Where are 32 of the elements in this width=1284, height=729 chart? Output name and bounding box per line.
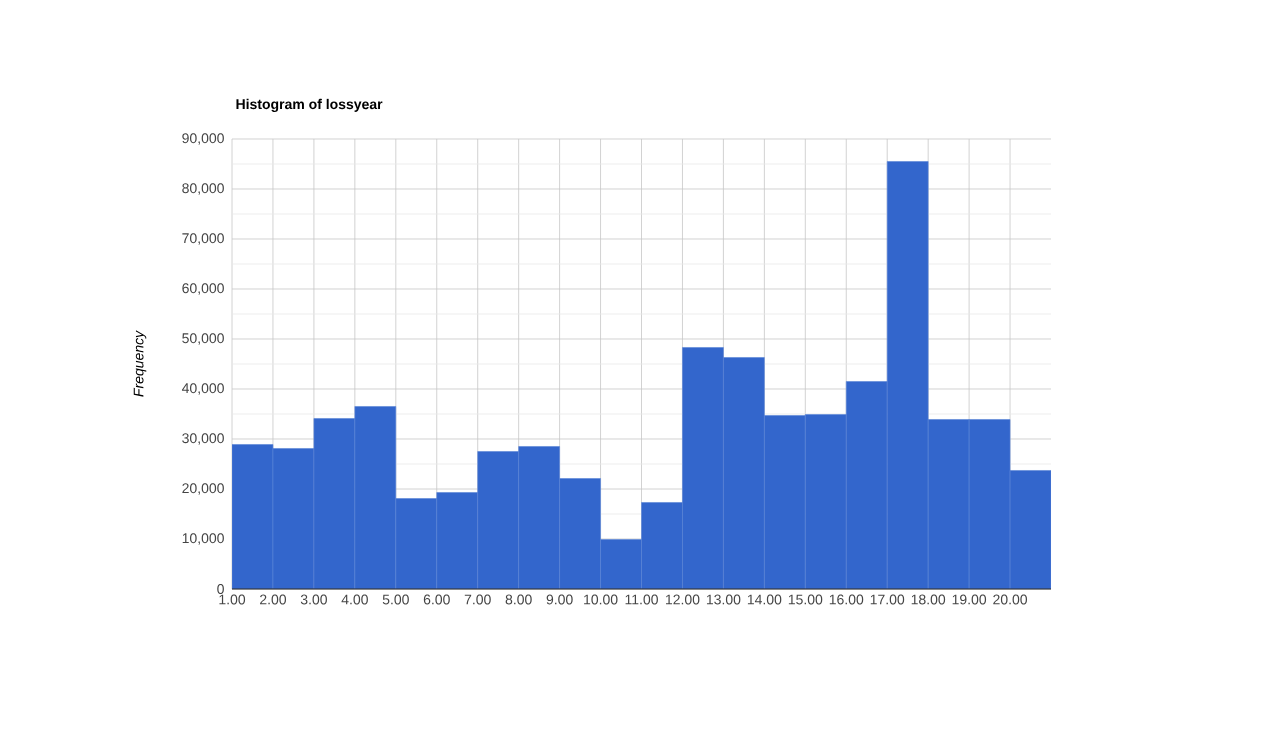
y-tick-label: 80,000 [182, 183, 224, 195]
x-tick-label: 6.00 [423, 594, 450, 605]
x-tick-label: 17.00 [870, 594, 905, 605]
x-tick-label: 3.00 [300, 594, 327, 605]
chart-title: Histogram of lossyear [236, 98, 383, 112]
x-tick-label: 1.00 [219, 594, 246, 605]
y-tick-label: 90,000 [182, 133, 224, 145]
x-tick-label: 16.00 [829, 594, 864, 605]
y-tick-label: 60,000 [182, 283, 224, 295]
x-tick-label: 10.00 [584, 594, 618, 605]
x-tick-label: 19.00 [952, 594, 987, 605]
x-tick-label: 7.00 [464, 594, 491, 605]
y-tick-label: 50,000 [182, 333, 224, 345]
x-tick-label: 11.00 [625, 594, 658, 605]
y-tick-label: 70,000 [182, 233, 224, 245]
x-tick-label: 13.00 [706, 594, 741, 605]
y-tick-label: 0 [217, 584, 224, 594]
x-tick-label: 9.00 [546, 594, 573, 605]
y-tick-label: 20,000 [182, 483, 224, 495]
x-tick-label: 12.00 [666, 594, 700, 605]
x-tick-label: 5.00 [382, 594, 409, 605]
x-tick-label: 8.00 [505, 594, 532, 605]
y-tick-label: 40,000 [181, 383, 224, 395]
y-tick-label: 30,000 [182, 433, 224, 445]
y-tick-label: 10,000 [182, 533, 224, 545]
y-axis-title: Frequency [133, 330, 147, 397]
x-tick-label: 15.00 [788, 594, 823, 605]
x-tick-label: 20.00 [993, 594, 1028, 605]
x-tick-label: 14.00 [747, 594, 782, 605]
x-tick-label: 2.00 [260, 594, 287, 605]
x-tick-label: 18.00 [911, 594, 946, 605]
x-tick-label: 4.00 [341, 594, 368, 605]
